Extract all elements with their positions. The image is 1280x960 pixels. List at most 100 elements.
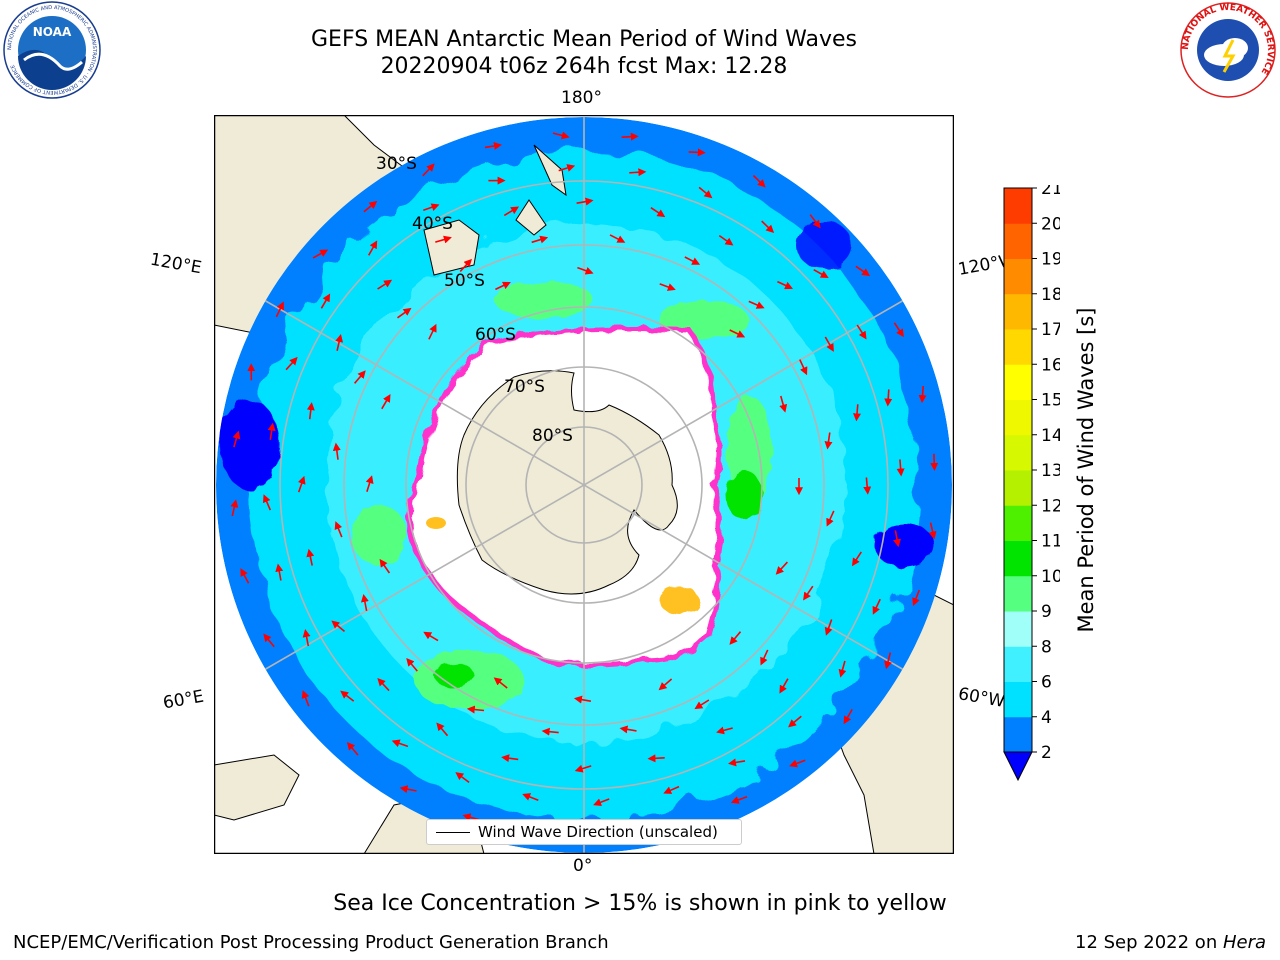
lon-label-120e: 120°E <box>148 249 204 279</box>
wave-direction-arrow <box>729 329 746 338</box>
wave-direction-arrow <box>263 633 275 648</box>
colorbar-segment <box>1004 399 1032 436</box>
wave-direction-arrow <box>462 813 480 822</box>
wave-direction-arrow <box>297 475 306 493</box>
wave-direction-arrow <box>541 727 559 736</box>
wave-direction-arrow <box>576 197 594 206</box>
wave-direction-arrow <box>658 678 673 691</box>
wave-direction-arrow <box>493 677 508 689</box>
wave-direction-arrow <box>826 510 835 527</box>
wave-direction-arrow <box>872 598 881 615</box>
wave-direction-arrow <box>459 258 472 272</box>
wave-direction-arrow <box>824 619 833 636</box>
legend-label: Wind Wave Direction (unscaled) <box>478 823 718 841</box>
wave-direction-arrow <box>377 677 390 692</box>
colorbar-segment <box>1004 575 1032 612</box>
wave-direction-arrow <box>285 356 298 371</box>
colorbar-tick-label: 15 <box>1041 391 1060 411</box>
wave-direction-arrow <box>334 521 343 538</box>
wave-direction-arrow <box>435 235 452 244</box>
wave-direction-arrow <box>863 477 872 495</box>
colorbar-tick-label: 4 <box>1041 708 1052 728</box>
wave-direction-arrow <box>363 200 378 213</box>
wave-direction-arrow <box>501 754 519 763</box>
wave-direction-arrow <box>391 739 409 748</box>
wave-direction-arrow <box>436 722 449 737</box>
forecast-subtitle: 20220904 t06z 264h fcst Max: 12.28 <box>380 54 788 79</box>
map-legend: Wind Wave Direction (unscaled) <box>426 819 742 845</box>
colorbar-tick-label: 13 <box>1041 461 1060 481</box>
wave-direction-arrow <box>312 249 329 259</box>
colorbar-segment <box>1004 540 1032 577</box>
wave-direction-arrow <box>918 385 927 404</box>
wave-direction-arrow <box>360 593 369 612</box>
colorbar-segment <box>1004 505 1032 541</box>
wave-direction-arrow <box>856 324 867 340</box>
wave-direction-arrow <box>928 522 937 540</box>
colorbar-tick-label: 9 <box>1041 602 1052 622</box>
nws-logo: NATIONAL WEATHER SERVICE <box>1180 2 1276 98</box>
wave-direction-arrow <box>779 395 788 413</box>
wave-direction-arrow <box>728 758 746 767</box>
wave-direction-arrow <box>455 772 470 784</box>
colorbar-tick-label: 14 <box>1041 426 1060 446</box>
run-host: Hera <box>1222 932 1266 953</box>
wave-direction-arrow <box>368 240 378 256</box>
colorbar-segment <box>1004 681 1032 718</box>
wave-direction-arrow <box>306 548 315 566</box>
svg-text:NOAA: NOAA <box>33 25 72 39</box>
wave-direction-arrow <box>619 725 637 734</box>
lon-label-0: 0° <box>573 856 593 876</box>
wave-direction-arrow <box>621 132 639 141</box>
wave-direction-arrow <box>346 741 359 756</box>
wave-direction-arrow <box>663 785 680 794</box>
wave-direction-arrow <box>574 764 592 773</box>
legend-line-swatch <box>436 831 470 833</box>
wave-direction-arrow <box>893 322 904 338</box>
wave-direction-arrow <box>423 631 439 642</box>
wave-direction-arrow <box>884 389 893 407</box>
wave-direction-arrow <box>716 726 733 735</box>
colorbar-tick-label: 16 <box>1041 355 1060 375</box>
wave-direction-arrow <box>577 266 594 275</box>
wave-direction-arrow <box>428 323 437 340</box>
wave-direction-arrow <box>752 174 766 188</box>
colorbar-segment <box>1004 646 1032 682</box>
producer-credit: NCEP/EMC/Verification Post Processing Pr… <box>13 932 609 953</box>
wave-direction-arrow <box>593 798 610 807</box>
run-date-text: 12 Sep 2022 on <box>1075 932 1223 953</box>
colorbar-segment <box>1004 223 1032 259</box>
wave-direction-arrow <box>379 558 391 574</box>
wave-direction-arrow <box>503 206 520 217</box>
lat-label-50s: 50°S <box>444 271 485 291</box>
wave-direction-arrow <box>777 280 794 290</box>
wave-direction-arrow <box>698 186 713 199</box>
wave-direction-arrow <box>803 585 814 601</box>
wave-direction-arrow <box>684 256 701 265</box>
colorbar: 2 4 6 8 9 10 11 12 13 14 15 16 17 18 19 20 21 <box>1003 185 1060 782</box>
wave-direction-arrow <box>799 359 808 376</box>
wave-direction-arrow <box>650 207 666 218</box>
lon-label-60w: 60°W <box>956 684 1007 712</box>
wave-direction-arrow <box>332 442 341 460</box>
colorbar-tick-label: 8 <box>1041 637 1052 657</box>
wave-direction-arrow <box>423 203 440 212</box>
lon-label-60e: 60°E <box>161 686 206 714</box>
wave-direction-arrow <box>275 563 284 581</box>
lon-label-180: 180° <box>561 88 602 108</box>
sea-ice-note: Sea Ice Concentration > 15% is shown in … <box>333 891 947 916</box>
wave-direction-arrow <box>729 631 742 645</box>
wave-direction-arrow <box>718 234 734 246</box>
wave-direction-arrow <box>779 678 789 694</box>
noaa-logo: NATIONAL OCEANIC AND ATMOSPHERIC ADMINIS… <box>3 1 101 99</box>
wave-direction-arrow <box>422 163 435 177</box>
lat-label-30s: 30°S <box>376 154 417 174</box>
wave-direction-arrow <box>406 657 418 672</box>
wave-direction-arrow <box>230 499 239 517</box>
wave-direction-arrow <box>843 708 853 725</box>
wave-direction-arrow <box>522 793 539 801</box>
colorbar-tick-label: 6 <box>1041 673 1052 693</box>
wave-direction-arrow <box>552 131 570 140</box>
colorbar-tick-label: 20 <box>1041 214 1060 234</box>
wave-direction-arrow <box>896 459 905 477</box>
